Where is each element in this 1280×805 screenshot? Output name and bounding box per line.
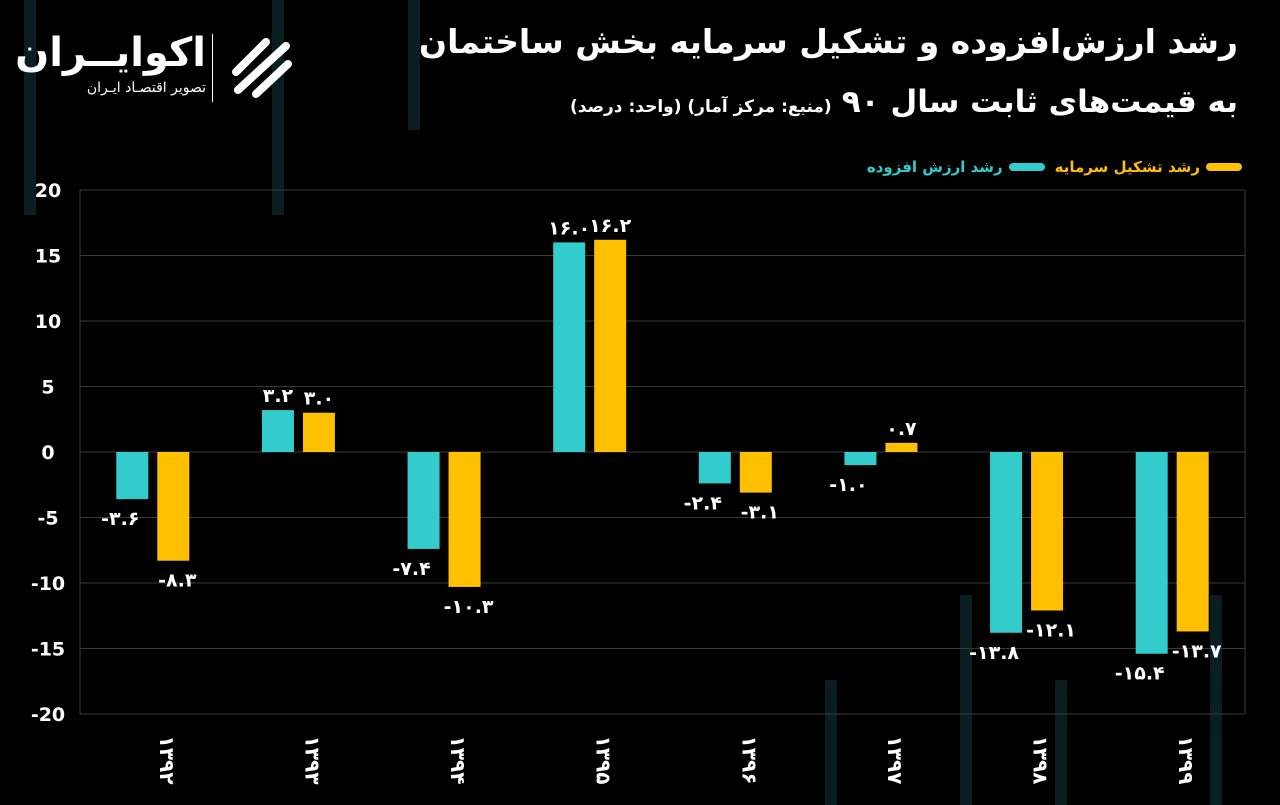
- legend-item-value-added: رشد ارزش افزوده: [867, 158, 1045, 176]
- legend-swatch: [1008, 163, 1045, 171]
- legend-label: رشد ارزش افزوده: [866, 158, 1003, 176]
- x-tick-label: ۱۳۹۴: [446, 736, 470, 785]
- data-label: -۱۰.۳: [444, 596, 494, 618]
- data-label: -۷.۴: [392, 558, 430, 580]
- legend-label: رشد تشکیل سرمایه: [1054, 158, 1200, 176]
- y-tick-label: 20: [35, 180, 61, 202]
- x-tick-label: ۱۳۹۸: [1029, 736, 1053, 785]
- bar-capital-formation: [157, 452, 190, 561]
- bar-value-added: [261, 410, 294, 452]
- x-tick-label: ۱۳۹۶: [737, 736, 761, 785]
- decor-bar: [960, 595, 972, 805]
- logo-divider: [212, 34, 213, 102]
- decor-bar: [24, 0, 36, 215]
- decor-bar: [1055, 680, 1067, 805]
- subtitle-main: به قیمت‌های ثابت سال ۹۰: [841, 84, 1238, 120]
- y-tick-label: 10: [35, 311, 61, 333]
- bar-value-added: [1135, 452, 1168, 654]
- bar-value-added: [698, 452, 731, 484]
- bar-capital-formation: [448, 452, 481, 587]
- data-label: ۳.۰: [304, 388, 334, 410]
- legend-swatch: [1206, 163, 1242, 171]
- bar-value-added: [844, 452, 877, 466]
- bar-value-added: [990, 452, 1023, 633]
- data-label: -۱.۰: [829, 474, 867, 496]
- x-tick-label: ۱۳۹۲: [155, 736, 179, 785]
- bar-capital-formation: [739, 452, 772, 493]
- bar-capital-formation: [594, 239, 627, 452]
- bar-value-added: [407, 452, 440, 549]
- data-label: ۱۶.۰: [548, 217, 590, 239]
- bar-value-added: [116, 452, 149, 500]
- chart-title: رشد ارزش‌افزوده و تشکیل سرمایه بخش ساختم…: [418, 22, 1238, 61]
- y-tick-label: 15: [35, 246, 61, 268]
- x-tick-label: ۱۳۹۵: [592, 736, 616, 785]
- data-label: -۳.۱: [741, 502, 779, 524]
- chart-subtitle: به قیمت‌های ثابت سال ۹۰ (منبع: مرکز آمار)…: [570, 84, 1238, 120]
- legend-item-capital-formation: رشد تشکیل سرمایه: [1055, 158, 1242, 176]
- data-label: -۳.۶: [101, 508, 139, 530]
- x-tick-label: ۱۳۹۹: [1174, 736, 1198, 785]
- data-label: -۲.۴: [684, 492, 722, 514]
- source-note: (منبع: مرکز آمار) (واحد: درصد): [570, 97, 832, 117]
- y-tick-label: 0: [41, 442, 54, 464]
- decor-bar: [825, 680, 837, 805]
- decor-bar: [1210, 595, 1222, 805]
- data-label: ۳.۲: [263, 385, 294, 407]
- data-label: ۰.۷: [886, 418, 917, 440]
- bar-capital-formation: [302, 412, 335, 452]
- decor-bar: [408, 0, 420, 130]
- bar-capital-formation: [1031, 452, 1064, 611]
- bar-capital-formation: [1176, 452, 1209, 632]
- data-label: -۱۳.۷: [1172, 640, 1222, 662]
- logo-tagline: تصویر اقتصـاد ایـران: [86, 80, 206, 96]
- bar-capital-formation: [885, 442, 918, 452]
- y-tick-label: -5: [37, 508, 58, 530]
- logo-name: اکوایــران: [15, 30, 206, 76]
- y-tick-label: 5: [41, 377, 54, 399]
- data-label: -۱۲.۱: [1026, 620, 1076, 642]
- logo-mark-icon: [232, 38, 292, 98]
- data-label: -۱۵.۴: [1115, 663, 1165, 685]
- y-tick-label: -20: [31, 704, 65, 726]
- y-tick-label: -15: [31, 639, 65, 661]
- x-tick-label: ۱۳۹۳: [300, 736, 324, 785]
- data-label: ۱۶.۲: [589, 215, 631, 237]
- data-label: -۱۳.۸: [969, 642, 1019, 664]
- x-tick-label: ۱۳۹۷: [883, 736, 907, 785]
- data-label: -۸.۳: [158, 570, 197, 592]
- y-tick-label: -10: [31, 573, 65, 595]
- legend: رشد تشکیل سرمایه رشد ارزش افزوده: [867, 158, 1242, 176]
- bar-value-added: [553, 242, 586, 452]
